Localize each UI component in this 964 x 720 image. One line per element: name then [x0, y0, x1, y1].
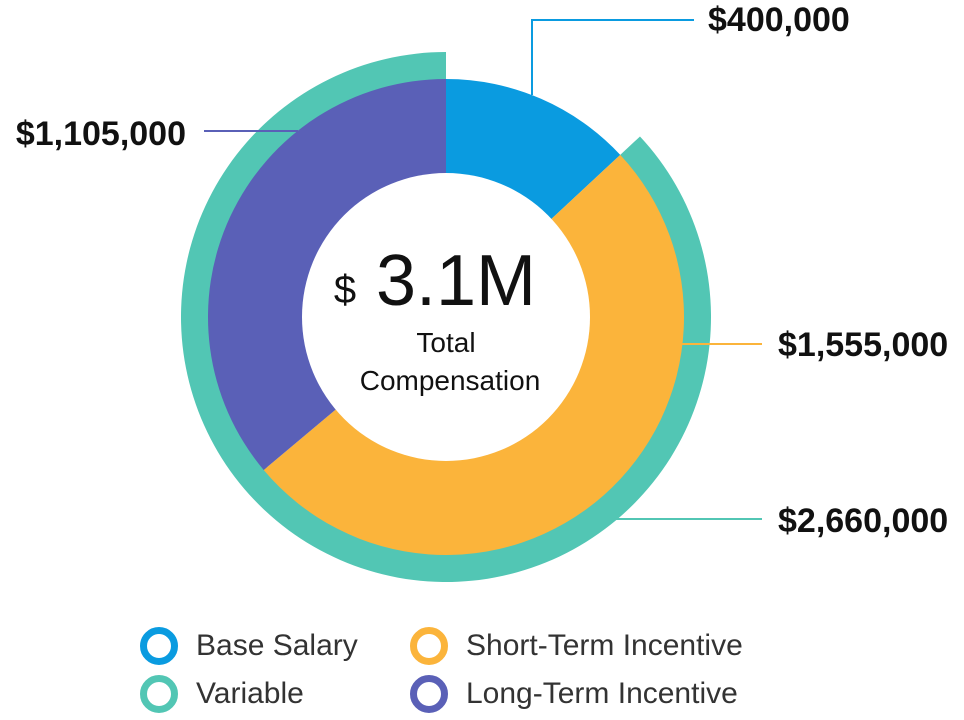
legend-swatch-variable [140, 675, 178, 713]
value-labels: $400,000 $1,105,000 $1,555,000 $2,660,00… [16, 1, 948, 540]
center-caption-line1: Total [416, 327, 475, 358]
legend-swatch-base-salary [140, 627, 178, 665]
legend-swatch-short-term-incentive [410, 627, 448, 665]
center-caption-line2: Compensation [360, 365, 541, 396]
center-total: $ 3.1M Total Compensation [302, 173, 590, 461]
center-hole [302, 173, 590, 461]
legend-label-short-term-incentive: Short-Term Incentive [466, 629, 743, 662]
legend-item-base-salary: Base Salary [140, 626, 358, 666]
legend-swatch-long-term-incentive [410, 675, 448, 713]
leader-line-base-salary [531, 19, 694, 95]
legend-label-variable: Variable [196, 677, 304, 710]
value-label-base-salary: $400,000 [708, 1, 850, 39]
leader-lines [204, 19, 762, 520]
value-label-long-term-incentive: $1,105,000 [16, 115, 186, 153]
legend-item-short-term-incentive: Short-Term Incentive [410, 626, 743, 666]
legend-label-long-term-incentive: Long-Term Incentive [466, 677, 738, 710]
center-total-value: 3.1M [376, 241, 536, 321]
value-label-variable: $2,660,000 [778, 502, 948, 540]
legend-item-variable: Variable [140, 674, 304, 714]
slice-short-term-incentive [263, 154, 684, 555]
center-currency-symbol: $ [334, 268, 356, 312]
legend: Base Salary Short-Term Incentive Variabl… [140, 626, 840, 720]
value-label-short-term-incentive: $1,555,000 [778, 326, 948, 364]
legend-label-base-salary: Base Salary [196, 629, 358, 662]
legend-item-long-term-incentive: Long-Term Incentive [410, 674, 738, 714]
